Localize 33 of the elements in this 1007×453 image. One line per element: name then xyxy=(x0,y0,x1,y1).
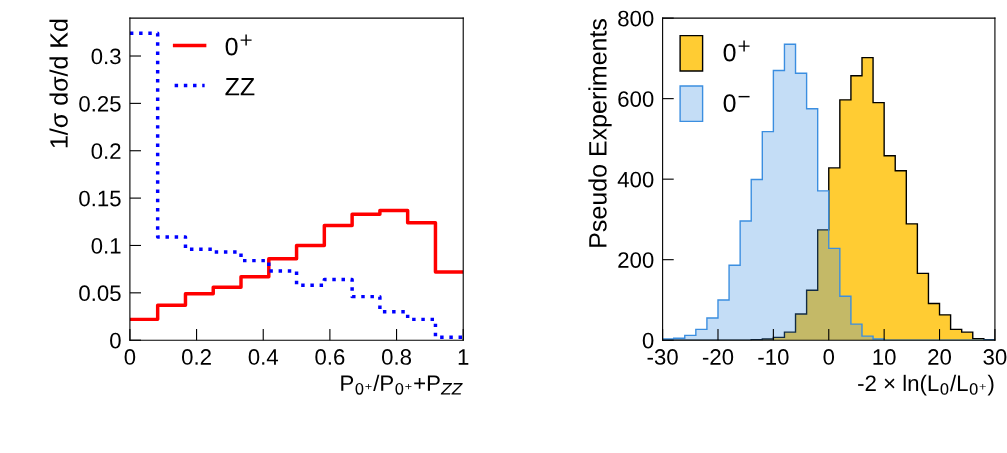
y-tick-label: 400 xyxy=(617,171,654,188)
x-tick-label: 0.8 xyxy=(381,349,412,365)
x-axis-title: -2 × ln(L$_{0}$/L$_{0⁺}$) xyxy=(858,374,994,396)
x-tick-label: -20 xyxy=(702,349,734,365)
y-tick-label: 0.2 xyxy=(91,143,121,160)
legend-label: 0$^{−}$ xyxy=(723,94,750,112)
x-tick-label: 0.2 xyxy=(181,349,211,365)
x-tick-label: 0 xyxy=(124,349,136,365)
legend-label: ZZ xyxy=(225,78,255,96)
x-tick-label: 0.4 xyxy=(248,349,279,365)
x-tick-label: 20 xyxy=(928,349,952,365)
x-tick-label: 0.6 xyxy=(315,349,345,365)
legend-label: 0$^{+}$ xyxy=(723,40,750,62)
y-tick-label: 200 xyxy=(618,252,654,268)
x-tick-label: 0 xyxy=(823,349,835,365)
y-axis-title: Pseudo Experiments xyxy=(588,19,612,247)
y-tick-label: 0.1 xyxy=(91,238,121,254)
y-axis-title: 1/σ dσ/d Kd xyxy=(49,19,68,148)
y-tick-label: 0.15 xyxy=(79,190,121,207)
y-tick-label: 0.3 xyxy=(91,48,121,65)
legend-label: 0$^{+}$ xyxy=(225,34,252,56)
x-tick-label: -10 xyxy=(758,349,789,365)
y-tick-label: 0 xyxy=(642,332,654,349)
x-tick-label: -30 xyxy=(647,349,678,365)
y-tick-label: 0.25 xyxy=(79,95,121,112)
y-tick-label: 800 xyxy=(618,10,654,27)
x-tick-label: 30 xyxy=(983,349,1007,365)
y-tick-label: 0.05 xyxy=(79,285,121,302)
y-tick-label: 0 xyxy=(110,332,121,349)
y-tick-label: 600 xyxy=(618,91,654,107)
x-axis-title: P$_{0⁺}$/P$_{0⁺}$+P$_{ZZ}$ xyxy=(341,374,463,395)
x-tick-label: 10 xyxy=(873,349,896,365)
x-tick-label: 1 xyxy=(458,349,469,365)
